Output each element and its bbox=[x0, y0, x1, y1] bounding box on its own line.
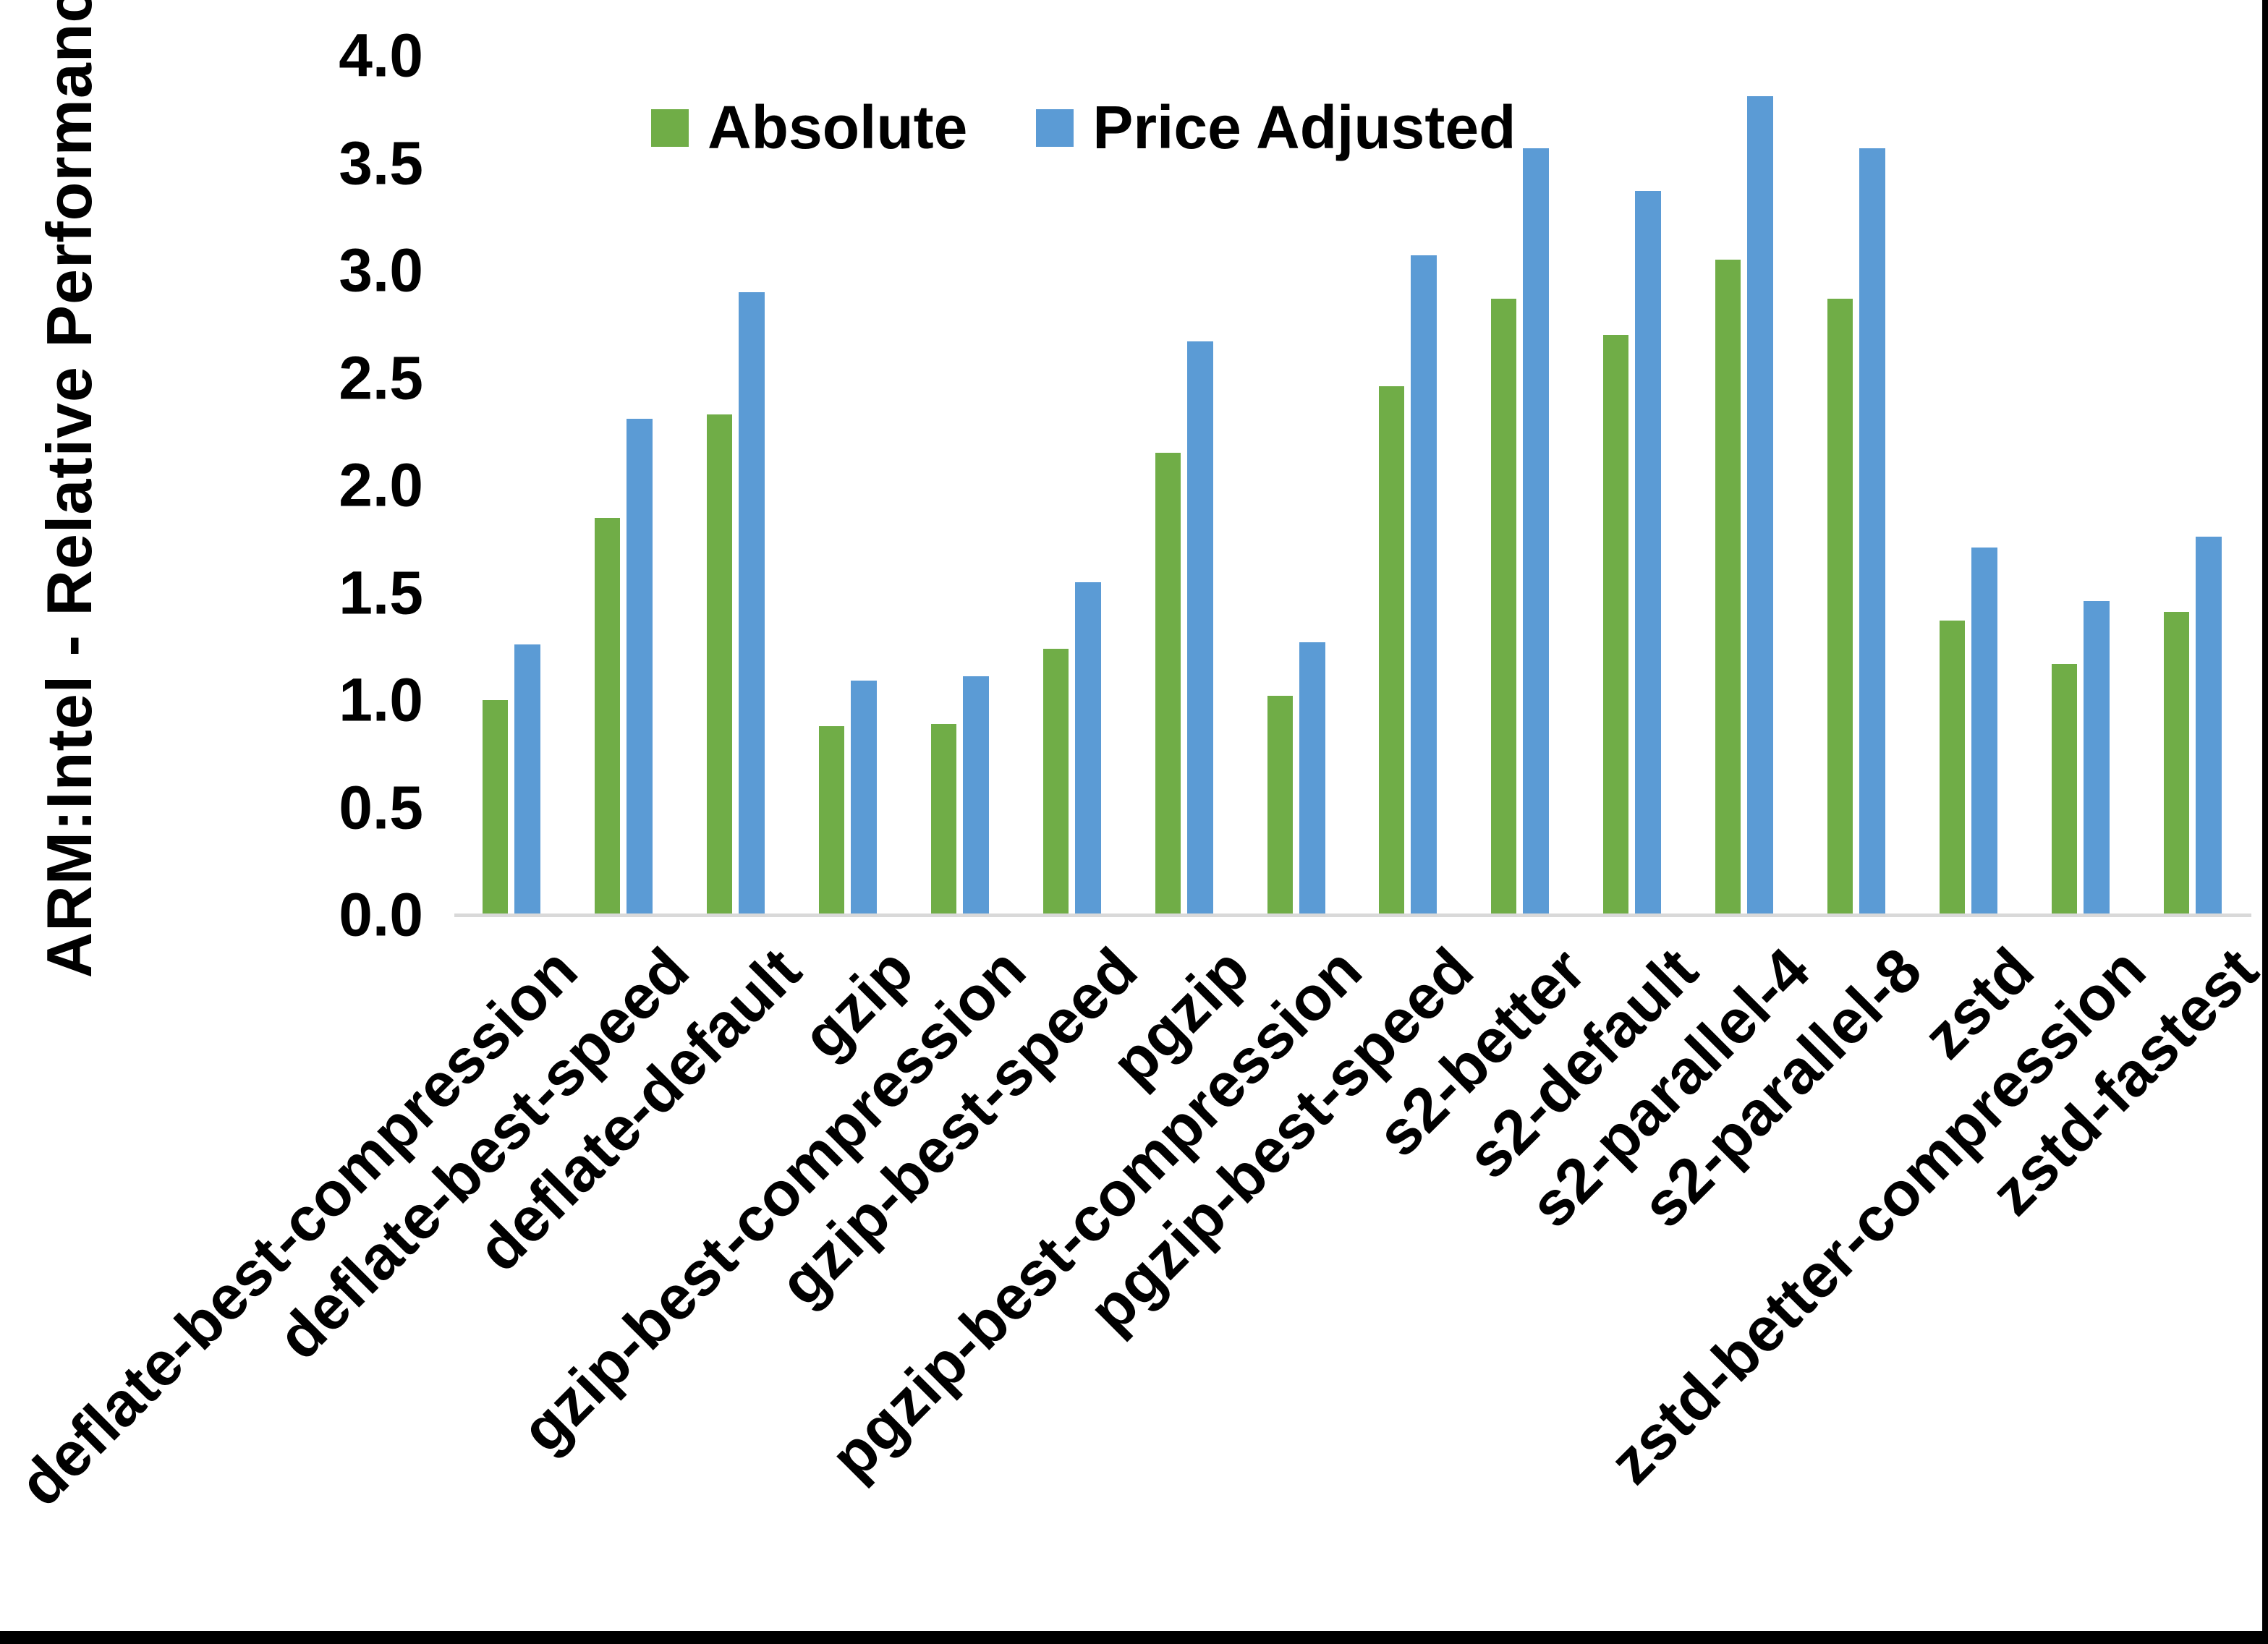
bar-group-zstd-fastest bbox=[2136, 56, 2248, 915]
bar-absolute-pgzip-best-speed bbox=[1379, 386, 1405, 915]
bar-price-adjusted-zstd-better-compression bbox=[2083, 601, 2110, 915]
legend-swatch-icon bbox=[651, 108, 689, 147]
bar-absolute-s2-parallel-8 bbox=[1827, 298, 1853, 915]
bar-price-adjusted-deflate-best-speed bbox=[627, 418, 653, 915]
bar-price-adjusted-gzip-best-compression bbox=[962, 676, 989, 915]
y-axis-tick-label: 3.5 bbox=[339, 129, 423, 197]
bar-group-pgzip bbox=[1128, 56, 1240, 915]
bar-absolute-pgzip-best-compression bbox=[1267, 696, 1293, 915]
bar-group-zstd-better-compression bbox=[2024, 56, 2136, 915]
bar-price-adjusted-pgzip-best-speed bbox=[1411, 255, 1437, 915]
y-axis-title: ARM:Intel - Relative Performance bbox=[33, 0, 105, 979]
bar-absolute-deflate-default bbox=[707, 414, 733, 915]
bar-group-gzip bbox=[792, 56, 904, 915]
bar-price-adjusted-pgzip bbox=[1186, 341, 1213, 915]
bar-absolute-deflate-best-speed bbox=[595, 517, 621, 915]
legend-label: Absolute bbox=[708, 93, 968, 161]
bar-group-gzip-best-compression bbox=[904, 56, 1016, 915]
legend-item-price-adjusted: Price Adjusted bbox=[1036, 93, 1516, 163]
bar-group-s2-default bbox=[1576, 56, 1689, 915]
legend: Absolute Price Adjusted bbox=[651, 93, 1516, 163]
bar-group-deflate-best-compression bbox=[456, 56, 568, 915]
bar-absolute-gzip-best-compression bbox=[930, 723, 956, 915]
y-axis-tick-label: 1.5 bbox=[339, 558, 423, 626]
plot-area bbox=[456, 56, 2248, 915]
bar-price-adjusted-s2-parallel-4 bbox=[1747, 96, 1774, 915]
bar-price-adjusted-zstd-fastest bbox=[2195, 537, 2222, 915]
bar-group-deflate-default bbox=[680, 56, 792, 915]
legend-label: Price Adjusted bbox=[1092, 93, 1516, 161]
bar-group-deflate-best-speed bbox=[568, 56, 680, 915]
y-axis-tick-label: 2.0 bbox=[339, 451, 423, 519]
bar-absolute-zstd bbox=[1939, 621, 1965, 915]
legend-swatch-icon bbox=[1036, 108, 1074, 147]
bar-price-adjusted-zstd bbox=[1971, 548, 1997, 915]
bar-absolute-gzip bbox=[819, 725, 845, 915]
y-axis-tick-label: 2.5 bbox=[339, 344, 423, 412]
y-axis-tick-label: 0.5 bbox=[339, 773, 423, 841]
bar-group-s2-parallel-4 bbox=[1689, 56, 1801, 915]
bar-price-adjusted-gzip-best-speed bbox=[1074, 582, 1101, 915]
bar-group-s2-parallel-8 bbox=[1801, 56, 1913, 915]
bar-price-adjusted-s2-better bbox=[1523, 148, 1550, 915]
y-axis-tick-label: 1.0 bbox=[339, 665, 423, 734]
bar-absolute-pgzip bbox=[1155, 453, 1181, 915]
bar-absolute-gzip-best-speed bbox=[1042, 648, 1069, 915]
legend-item-absolute: Absolute bbox=[651, 93, 967, 163]
y-axis-tick-label: 3.0 bbox=[339, 236, 423, 304]
bar-group-zstd bbox=[1912, 56, 2024, 915]
bar-absolute-s2-parallel-4 bbox=[1715, 260, 1741, 915]
bar-price-adjusted-s2-parallel-8 bbox=[1859, 148, 1885, 915]
bar-group-pgzip-best-compression bbox=[1240, 56, 1352, 915]
y-axis-tick-label: 4.0 bbox=[339, 21, 423, 90]
bar-absolute-s2-better bbox=[1491, 298, 1517, 915]
bar-price-adjusted-deflate-default bbox=[739, 291, 765, 915]
bar-price-adjusted-deflate-best-compression bbox=[514, 644, 541, 915]
bar-absolute-deflate-best-compression bbox=[483, 700, 509, 915]
bar-price-adjusted-s2-default bbox=[1635, 191, 1662, 915]
bar-absolute-s2-default bbox=[1603, 335, 1629, 915]
bar-group-pgzip-best-speed bbox=[1352, 56, 1464, 915]
y-axis-tick-label: 0.0 bbox=[339, 880, 423, 949]
bar-group-gzip-best-speed bbox=[1016, 56, 1128, 915]
bar-price-adjusted-pgzip-best-compression bbox=[1299, 642, 1325, 915]
bar-absolute-zstd-fastest bbox=[2163, 612, 2189, 915]
bar-price-adjusted-gzip bbox=[851, 681, 878, 915]
bar-absolute-zstd-better-compression bbox=[2051, 663, 2077, 915]
x-axis-line bbox=[454, 913, 2251, 917]
bar-group-s2-better bbox=[1464, 56, 1576, 915]
